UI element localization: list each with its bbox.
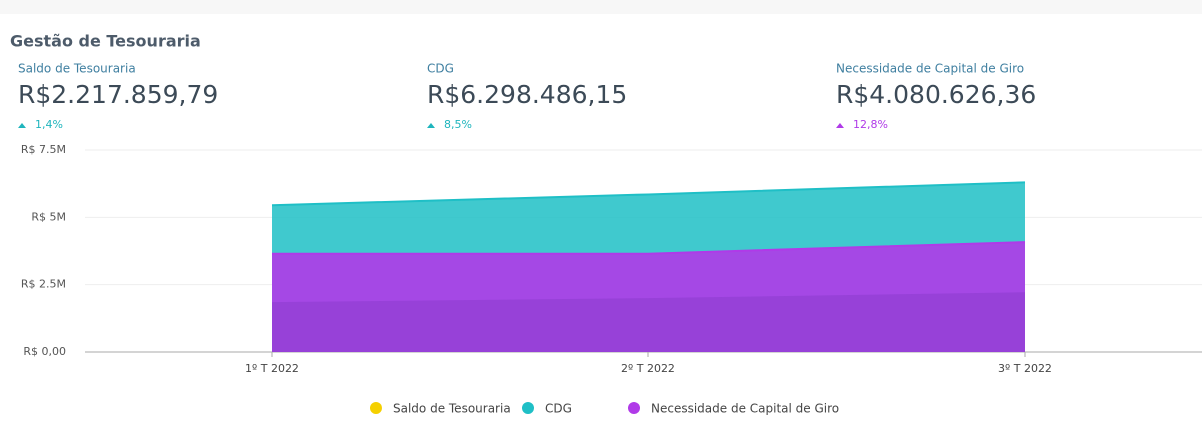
y-tick-label: R$ 7.5M	[21, 143, 66, 156]
kpi-label: Saldo de Tesouraria	[18, 62, 136, 76]
kpi-label: Necessidade de Capital de Giro	[836, 62, 1024, 76]
kpi-arrow	[18, 123, 26, 128]
y-tick-label: R$ 0,00	[23, 345, 66, 358]
kpi-value: R$6.298.486,15	[427, 80, 627, 109]
kpi-value: R$2.217.859,79	[18, 80, 218, 109]
area	[272, 242, 1025, 352]
legend-label: CDG	[545, 402, 572, 416]
area-line	[271, 181, 1026, 207]
area-line	[272, 241, 1026, 255]
kpi-arrow	[427, 123, 435, 128]
legend-swatch	[628, 402, 640, 414]
y-tick-label: R$ 5M	[31, 210, 66, 223]
legend-swatch	[370, 402, 382, 414]
x-tick-label: 2º T 2022	[621, 362, 675, 375]
area	[272, 292, 1025, 352]
kpi-delta: 12,8%	[853, 118, 888, 131]
legend-label: Necessidade de Capital de Giro	[651, 402, 839, 416]
top-band	[0, 0, 1202, 14]
kpi-value: R$4.080.626,36	[836, 80, 1036, 109]
kpi-label: CDG	[427, 62, 454, 76]
widget-title: Gestão de Tesouraria	[10, 32, 201, 51]
legend-label: Saldo de Tesouraria	[393, 402, 511, 416]
x-tick-label: 1º T 2022	[245, 362, 299, 375]
kpi-arrow	[836, 123, 844, 128]
y-tick-label: R$ 2.5M	[21, 278, 66, 291]
kpi-delta: 1,4%	[35, 118, 63, 131]
legend-swatch	[522, 402, 534, 414]
x-tick-label: 3º T 2022	[998, 362, 1052, 375]
kpi-delta: 8,5%	[444, 118, 472, 131]
